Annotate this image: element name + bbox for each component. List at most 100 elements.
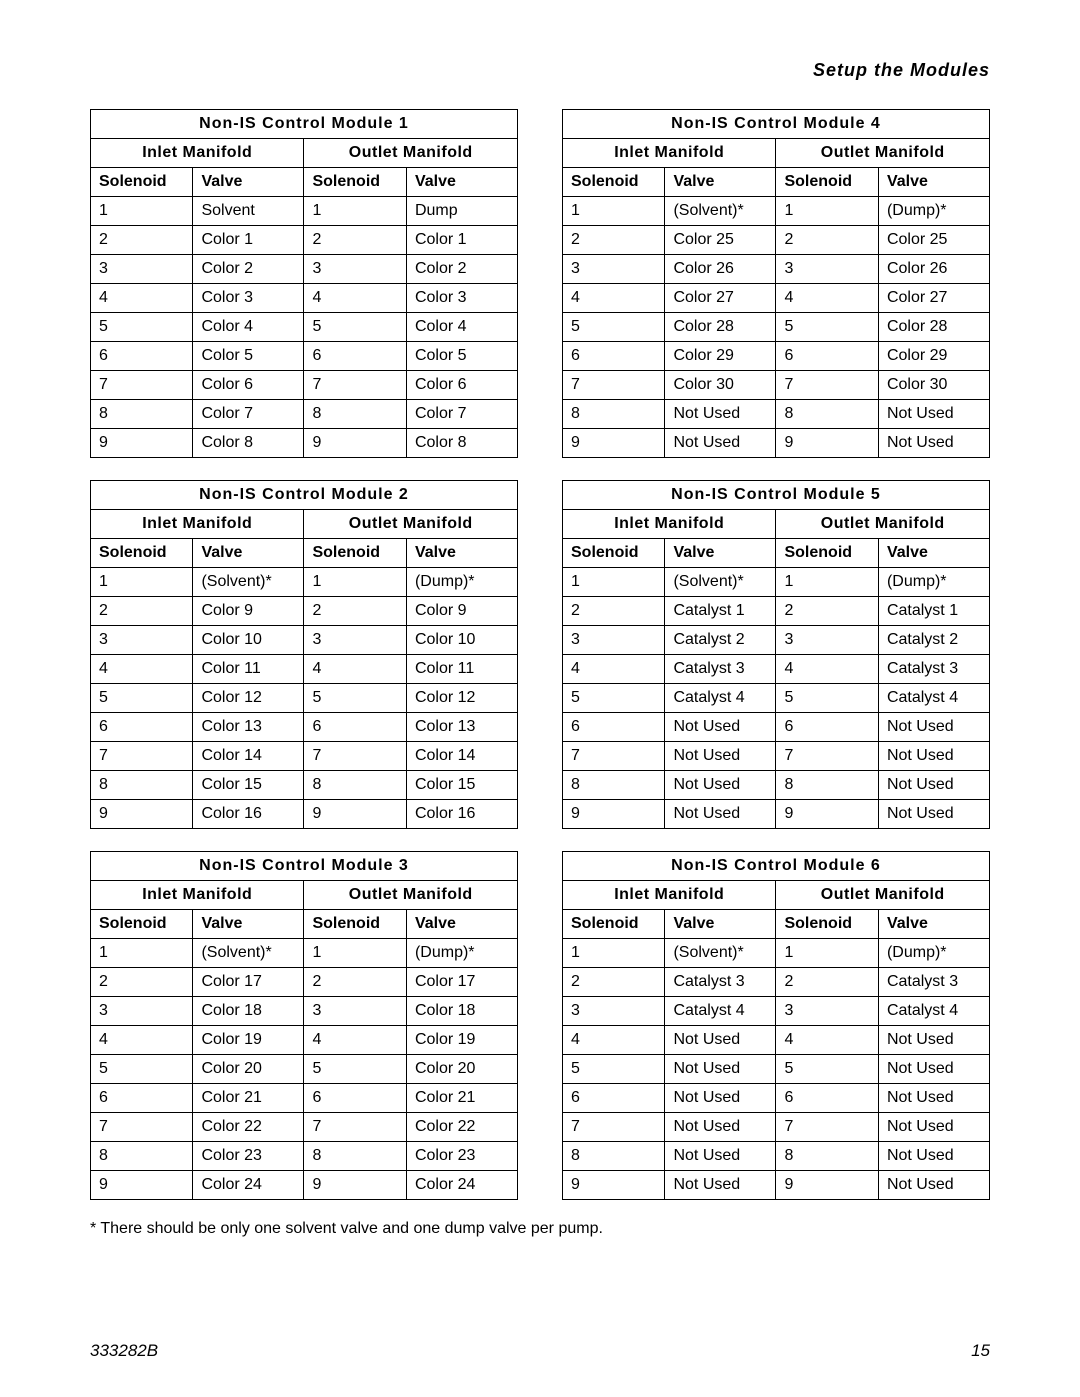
inlet-solenoid-cell: 7 <box>91 371 193 400</box>
inlet-valve-cell: Color 2 <box>193 255 304 284</box>
inlet-valve-cell: Color 29 <box>665 342 776 371</box>
module-table: Non-IS Control Module 5Inlet ManifoldOut… <box>562 480 990 829</box>
module-title: Non-IS Control Module 2 <box>91 481 518 510</box>
outlet-valve-cell: (Dump)* <box>878 568 989 597</box>
inlet-solenoid-cell: 4 <box>563 284 665 313</box>
outlet-valve-cell: (Dump)* <box>406 568 517 597</box>
inlet-valve-cell: Color 15 <box>193 771 304 800</box>
inlet-valve-cell: Not Used <box>665 771 776 800</box>
solenoid-column-header: Solenoid <box>304 539 406 568</box>
outlet-solenoid-cell: 2 <box>304 226 406 255</box>
outlet-valve-cell: Color 22 <box>406 1113 517 1142</box>
page-number: 15 <box>971 1341 990 1361</box>
inlet-valve-cell: Catalyst 3 <box>665 968 776 997</box>
inlet-valve-cell: Color 8 <box>193 429 304 458</box>
inlet-valve-cell: Color 22 <box>193 1113 304 1142</box>
inlet-solenoid-cell: 2 <box>563 968 665 997</box>
outlet-valve-cell: Color 13 <box>406 713 517 742</box>
inlet-valve-cell: (Solvent)* <box>665 197 776 226</box>
inlet-valve-cell: Not Used <box>665 1026 776 1055</box>
outlet-solenoid-cell: 4 <box>304 284 406 313</box>
inlet-valve-cell: Not Used <box>665 1142 776 1171</box>
table-row: 1(Solvent)*1(Dump)* <box>563 197 990 226</box>
inlet-solenoid-cell: 5 <box>91 684 193 713</box>
inlet-solenoid-cell: 5 <box>563 1055 665 1084</box>
inlet-manifold-header: Inlet Manifold <box>91 139 304 168</box>
outlet-valve-cell: Color 6 <box>406 371 517 400</box>
inlet-valve-cell: (Solvent)* <box>193 568 304 597</box>
table-row: 2Color 12Color 1 <box>91 226 518 255</box>
inlet-manifold-header: Inlet Manifold <box>91 881 304 910</box>
inlet-solenoid-cell: 6 <box>91 713 193 742</box>
table-row: 2Catalyst 12Catalyst 1 <box>563 597 990 626</box>
outlet-solenoid-cell: 3 <box>776 626 878 655</box>
inlet-valve-cell: Not Used <box>665 429 776 458</box>
solenoid-column-header: Solenoid <box>776 539 878 568</box>
outlet-solenoid-cell: 8 <box>304 771 406 800</box>
outlet-valve-cell: Not Used <box>878 1113 989 1142</box>
inlet-solenoid-cell: 6 <box>91 342 193 371</box>
solenoid-column-header: Solenoid <box>91 910 193 939</box>
table-row: 4Not Used4Not Used <box>563 1026 990 1055</box>
table-row: 8Color 158Color 15 <box>91 771 518 800</box>
inlet-valve-cell: Not Used <box>665 713 776 742</box>
outlet-valve-cell: Color 18 <box>406 997 517 1026</box>
outlet-solenoid-cell: 7 <box>776 742 878 771</box>
table-row: 4Catalyst 34Catalyst 3 <box>563 655 990 684</box>
outlet-solenoid-cell: 7 <box>776 371 878 400</box>
outlet-solenoid-cell: 1 <box>776 197 878 226</box>
outlet-valve-cell: Color 10 <box>406 626 517 655</box>
inlet-solenoid-cell: 7 <box>91 1113 193 1142</box>
outlet-solenoid-cell: 9 <box>304 429 406 458</box>
outlet-valve-cell: Not Used <box>878 1084 989 1113</box>
outlet-valve-cell: Catalyst 3 <box>878 655 989 684</box>
outlet-valve-cell: Not Used <box>878 771 989 800</box>
footnote: * There should be only one solvent valve… <box>90 1220 990 1238</box>
outlet-solenoid-cell: 6 <box>304 342 406 371</box>
table-row: 6Not Used6Not Used <box>563 1084 990 1113</box>
inlet-valve-cell: Color 18 <box>193 997 304 1026</box>
inlet-solenoid-cell: 7 <box>563 371 665 400</box>
table-row: 2Color 172Color 17 <box>91 968 518 997</box>
inlet-valve-cell: Color 20 <box>193 1055 304 1084</box>
inlet-manifold-header: Inlet Manifold <box>563 881 776 910</box>
inlet-solenoid-cell: 5 <box>91 1055 193 1084</box>
outlet-solenoid-cell: 3 <box>776 997 878 1026</box>
inlet-solenoid-cell: 8 <box>563 1142 665 1171</box>
inlet-valve-cell: Color 11 <box>193 655 304 684</box>
table-row: 8Color 78Color 7 <box>91 400 518 429</box>
inlet-solenoid-cell: 4 <box>91 1026 193 1055</box>
inlet-valve-cell: Not Used <box>665 1055 776 1084</box>
inlet-valve-cell: Color 7 <box>193 400 304 429</box>
inlet-valve-cell: Color 17 <box>193 968 304 997</box>
solenoid-column-header: Solenoid <box>91 168 193 197</box>
valve-column-header: Valve <box>193 168 304 197</box>
inlet-valve-cell: (Solvent)* <box>665 939 776 968</box>
inlet-valve-cell: Color 13 <box>193 713 304 742</box>
table-row: 1(Solvent)*1(Dump)* <box>563 568 990 597</box>
module-title: Non-IS Control Module 5 <box>563 481 990 510</box>
table-row: 4Color 274Color 27 <box>563 284 990 313</box>
outlet-manifold-header: Outlet Manifold <box>776 881 990 910</box>
table-row: 3Color 103Color 10 <box>91 626 518 655</box>
table-row: 3Color 183Color 18 <box>91 997 518 1026</box>
table-row: 7Color 67Color 6 <box>91 371 518 400</box>
tables-container: Non-IS Control Module 1Inlet ManifoldOut… <box>90 109 990 1200</box>
inlet-solenoid-cell: 9 <box>563 1171 665 1200</box>
outlet-manifold-header: Outlet Manifold <box>776 139 990 168</box>
outlet-solenoid-cell: 5 <box>304 313 406 342</box>
table-row: 5Color 45Color 4 <box>91 313 518 342</box>
outlet-solenoid-cell: 1 <box>776 568 878 597</box>
module-title: Non-IS Control Module 4 <box>563 110 990 139</box>
inlet-solenoid-cell: 1 <box>563 197 665 226</box>
module-title: Non-IS Control Module 3 <box>91 852 518 881</box>
table-row: 6Color 136Color 13 <box>91 713 518 742</box>
table-row: 1(Solvent)*1(Dump)* <box>91 939 518 968</box>
outlet-solenoid-cell: 6 <box>304 1084 406 1113</box>
outlet-solenoid-cell: 2 <box>304 968 406 997</box>
inlet-solenoid-cell: 3 <box>91 255 193 284</box>
outlet-solenoid-cell: 1 <box>304 197 406 226</box>
outlet-valve-cell: Not Used <box>878 1171 989 1200</box>
outlet-valve-cell: Color 8 <box>406 429 517 458</box>
inlet-valve-cell: Catalyst 3 <box>665 655 776 684</box>
